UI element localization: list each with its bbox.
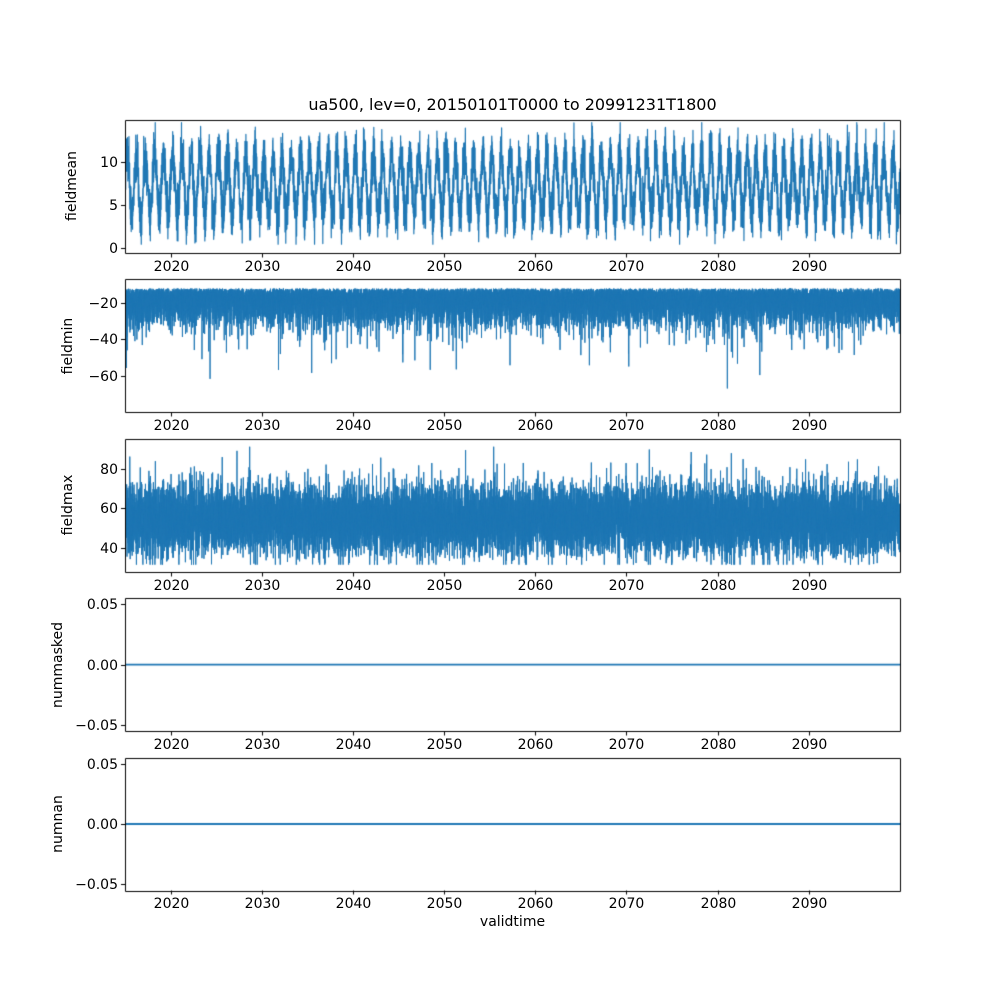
tick-label: 0.00 <box>86 657 118 674</box>
tick-label: 2020 <box>153 417 190 434</box>
tick-label: 2070 <box>608 417 645 434</box>
tick-label: 2090 <box>791 736 828 753</box>
tick-label: 0.05 <box>86 596 118 613</box>
tick-label: 2050 <box>426 417 463 434</box>
tick-label: 2060 <box>517 258 554 275</box>
tick-label: 0 <box>109 240 118 257</box>
tick-label: 2050 <box>426 577 463 594</box>
tick-label: 2060 <box>517 417 554 434</box>
tick-label: 2020 <box>153 577 190 594</box>
tick-label: 2090 <box>791 577 828 594</box>
tick-label: 2070 <box>608 736 645 753</box>
tick-label: 2040 <box>335 736 372 753</box>
tick-label: 0.05 <box>86 756 118 773</box>
tick-label: 2070 <box>608 258 645 275</box>
chart-title: ua500, lev=0, 20150101T0000 to 20991231T… <box>308 95 717 114</box>
tick-label: 2040 <box>335 577 372 594</box>
tick-label: 2080 <box>700 577 737 594</box>
tick-label: 2050 <box>426 895 463 912</box>
x-axis-label: validtime <box>479 914 546 930</box>
tick-label: 2080 <box>700 258 737 275</box>
tick-label: 80 <box>100 461 118 478</box>
tick-label: 2020 <box>153 258 190 275</box>
tick-label: 2050 <box>426 736 463 753</box>
tick-label: 2060 <box>517 895 554 912</box>
ylabel-fieldmean: fieldmean <box>64 151 80 221</box>
tick-label: 2070 <box>608 577 645 594</box>
tick-label: 2080 <box>700 895 737 912</box>
tick-label: −40 <box>88 331 118 348</box>
tick-label: 2090 <box>791 258 828 275</box>
tick-label: 2080 <box>700 736 737 753</box>
tick-label: −60 <box>88 368 118 385</box>
tick-label: 2040 <box>335 417 372 434</box>
tick-label: 2030 <box>244 895 281 912</box>
tick-label: 2080 <box>700 417 737 434</box>
tick-label: −0.05 <box>75 876 118 893</box>
tick-label: 2030 <box>244 258 281 275</box>
tick-label: 2050 <box>426 258 463 275</box>
tick-label: 40 <box>100 540 118 557</box>
tick-label: 0.00 <box>86 816 118 833</box>
tick-label: 2030 <box>244 417 281 434</box>
tick-label: −20 <box>88 295 118 312</box>
tick-label: 2060 <box>517 736 554 753</box>
tick-label: 2020 <box>153 895 190 912</box>
tick-label: 2090 <box>791 895 828 912</box>
tick-label: 2030 <box>244 577 281 594</box>
tick-label: 2040 <box>335 895 372 912</box>
tick-label: 10 <box>100 154 118 171</box>
tick-label: 2020 <box>153 736 190 753</box>
tick-label: 5 <box>109 197 118 214</box>
tick-label: 2070 <box>608 895 645 912</box>
tick-label: 2030 <box>244 736 281 753</box>
tick-label: −0.05 <box>75 717 118 734</box>
tick-label: 2090 <box>791 417 828 434</box>
tick-label: 2060 <box>517 577 554 594</box>
tick-label: 2040 <box>335 258 372 275</box>
tick-label: 60 <box>100 500 118 517</box>
